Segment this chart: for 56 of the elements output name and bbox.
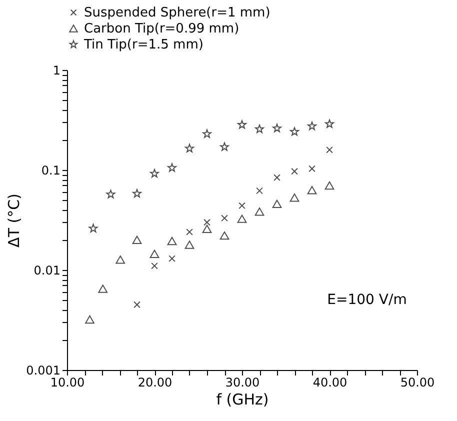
point — [151, 262, 158, 270]
x-tick-label: 10.00 — [50, 376, 85, 390]
annotation: E=100 V/m — [327, 292, 407, 308]
point — [256, 187, 263, 194]
point — [238, 202, 246, 210]
y-tick-label: 0.001 — [26, 364, 60, 378]
y-axis-title: ΔT (°C) — [5, 194, 24, 248]
point — [168, 255, 176, 262]
point — [134, 301, 140, 308]
point — [88, 224, 98, 232]
point — [185, 144, 194, 152]
point — [186, 228, 193, 236]
point — [132, 188, 142, 198]
point — [254, 208, 264, 216]
x-tick-label: 30.00 — [225, 376, 260, 390]
point — [324, 181, 334, 190]
point — [220, 231, 230, 240]
legend-label: Tin Tip(r=1.5 mm) — [83, 38, 204, 52]
point — [202, 224, 212, 233]
y-tick-label: 0.01 — [34, 264, 60, 278]
x-tick-label: 50.00 — [400, 376, 435, 390]
point — [325, 119, 334, 128]
point — [237, 214, 247, 223]
point — [238, 120, 246, 129]
point — [255, 124, 264, 134]
point — [85, 315, 94, 324]
point — [150, 168, 159, 178]
point — [184, 240, 194, 249]
y-tick-label: 0.1 — [41, 164, 60, 178]
point — [168, 163, 176, 172]
point — [326, 146, 333, 154]
point — [307, 186, 317, 194]
point — [202, 129, 212, 138]
point — [150, 250, 160, 258]
point — [116, 255, 126, 264]
point — [272, 124, 282, 132]
x-axis-title: f (GHz) — [216, 390, 269, 408]
point — [98, 284, 108, 293]
point — [204, 218, 210, 226]
point — [308, 122, 316, 130]
point — [132, 236, 142, 244]
legend-label: Carbon Tip(r=0.99 mm) — [84, 22, 240, 36]
x-tick-label: 40.00 — [312, 376, 348, 390]
point — [290, 193, 300, 202]
point — [308, 165, 316, 172]
y-tick-label: 1 — [52, 64, 60, 78]
point — [274, 174, 280, 181]
point — [291, 168, 298, 175]
point — [220, 142, 229, 151]
point — [221, 214, 228, 222]
x-tick-label: 20.00 — [138, 376, 172, 390]
legend-label: Suspended Sphere(r=1 mm) — [84, 6, 270, 20]
point — [167, 236, 177, 246]
point — [106, 190, 116, 198]
point — [290, 127, 299, 136]
point — [272, 200, 282, 208]
